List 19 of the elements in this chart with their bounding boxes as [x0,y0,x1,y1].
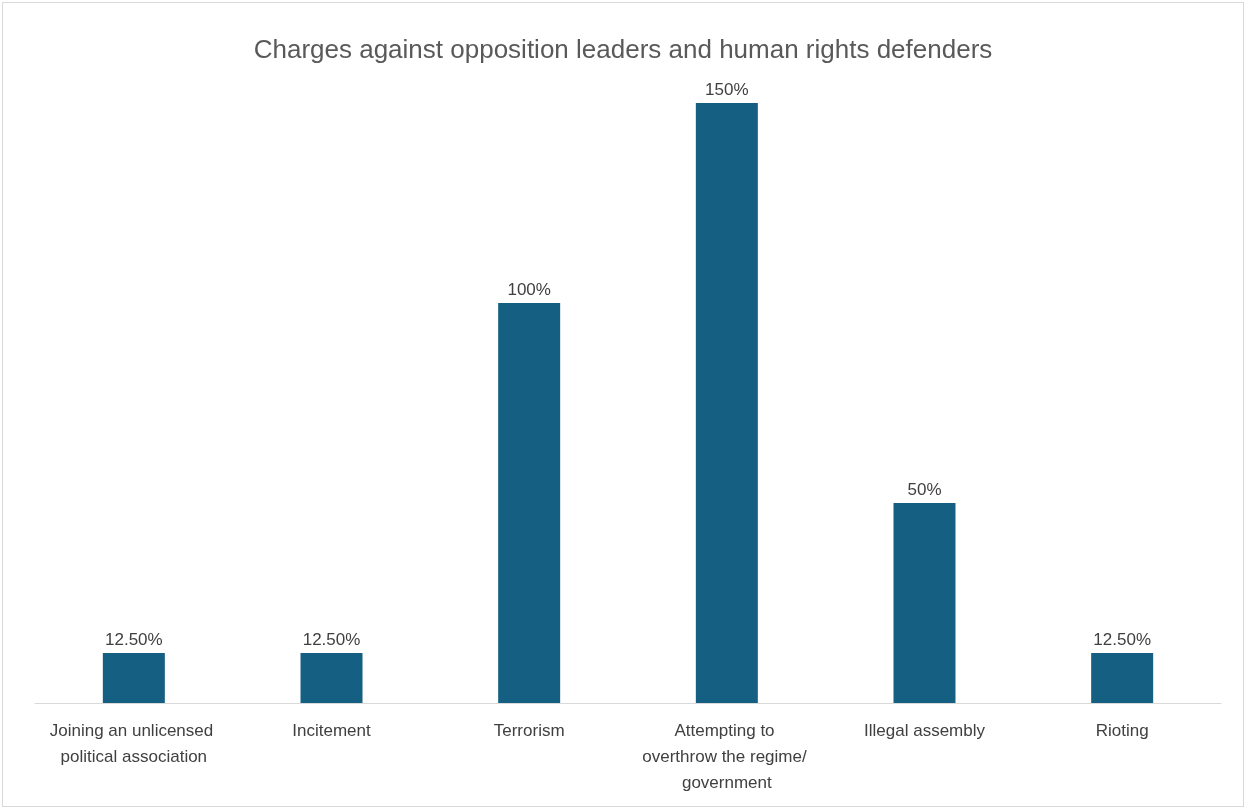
bar [498,303,561,703]
chart-title: Charges against opposition leaders and human rights defenders [253,34,993,64]
data-label: 100% [507,280,551,299]
bar [102,653,165,703]
bar [695,103,758,703]
bar [893,503,956,703]
bar [1091,653,1154,703]
x-tick-label: Incitement [292,720,371,740]
data-label: 12.50% [302,630,361,649]
bar [300,653,363,703]
x-tick-label: Illegal assembly [864,720,986,740]
data-label: 12.50% [1093,630,1151,649]
x-tick-label: Joining an unlicensed political association [49,720,218,766]
x-tick-label: Attempting to overthrow the regime/ government [642,720,812,792]
x-tick-label: Terrorism [493,720,565,740]
data-label: 50% [907,480,942,499]
x-tick-label: Rioting [1095,720,1149,740]
data-label: 150% [705,80,749,99]
data-label: 12.50% [105,630,163,649]
